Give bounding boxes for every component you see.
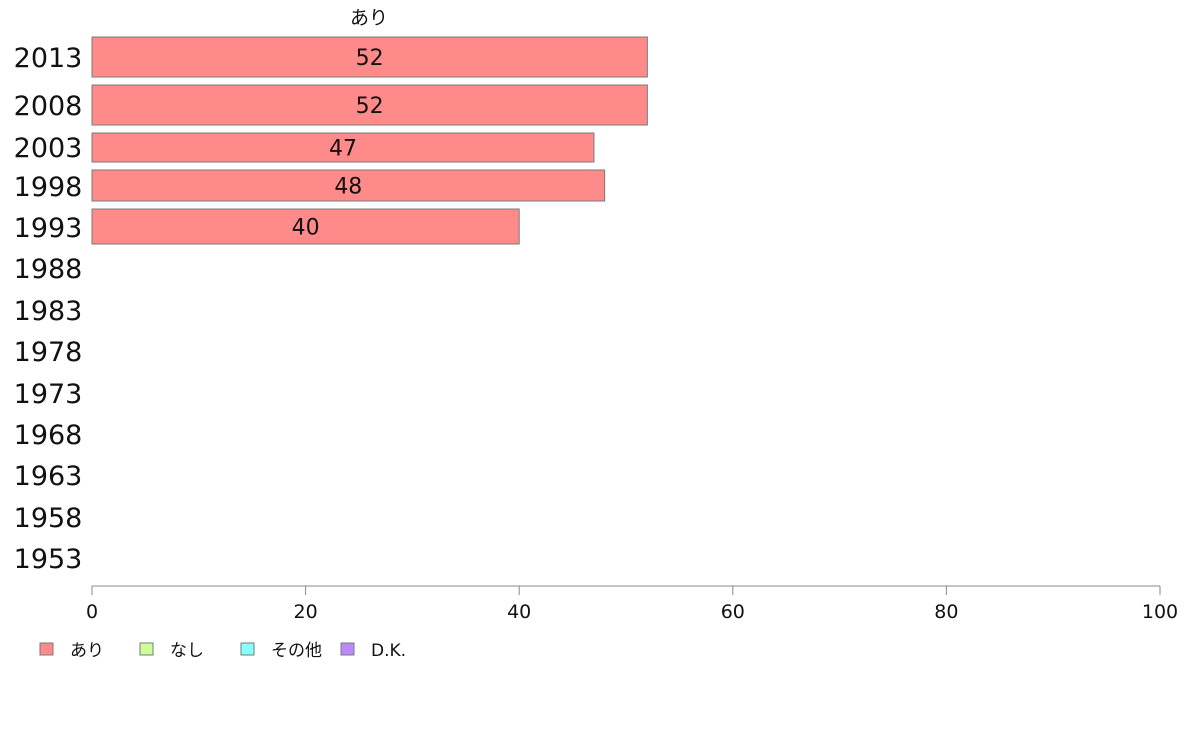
value-label-1993: 40 — [292, 216, 320, 241]
y-tick-label-1973: 1973 — [14, 379, 83, 410]
legend-label-4: D.K. — [371, 641, 406, 661]
value-label-1998: 48 — [334, 175, 362, 200]
y-tick-label-2013: 2013 — [14, 43, 83, 74]
y-tick-label-2008: 2008 — [14, 91, 83, 122]
x-axis: 0 20 40 60 80 100 — [86, 585, 1178, 623]
y-tick-label-1993: 1993 — [14, 213, 83, 244]
bar-1993 — [91, 208, 520, 245]
legend: あり なし その他 D.K. — [39, 641, 406, 661]
bar-2003 — [91, 132, 595, 163]
y-tick-label-1978: 1978 — [14, 337, 83, 368]
y-tick-label-1958: 1958 — [14, 503, 83, 534]
x-tick-label-20: 20 — [294, 601, 318, 623]
x-tick-label-100: 100 — [1142, 601, 1178, 623]
y-tick-label-1963: 1963 — [14, 461, 83, 492]
x-tick-label-80: 80 — [934, 601, 958, 623]
legend-swatch-4 — [340, 642, 355, 656]
y-tick-label-2003: 2003 — [14, 133, 83, 164]
legend-swatch-2 — [139, 642, 154, 656]
y-tick-label-1998: 1998 — [14, 172, 83, 203]
bar-2013 — [91, 36, 648, 78]
x-tick-label-0: 0 — [86, 601, 98, 623]
y-tick-label-1953: 1953 — [14, 544, 83, 575]
legend-label-2: なし — [170, 641, 204, 661]
x-tick-label-60: 60 — [721, 601, 745, 623]
bar-1998 — [91, 169, 606, 202]
y-tick-label-1988: 1988 — [14, 254, 83, 285]
legend-label-1: あり — [70, 641, 104, 661]
value-label-2013: 52 — [356, 46, 384, 71]
y-tick-label-1983: 1983 — [14, 296, 83, 327]
value-label-2003: 47 — [329, 137, 357, 162]
legend-label-3: その他 — [271, 641, 322, 661]
value-label-2008: 52 — [356, 94, 384, 119]
x-tick-label-40: 40 — [507, 601, 531, 623]
legend-swatch-1 — [39, 642, 54, 656]
y-tick-label-1968: 1968 — [14, 420, 83, 451]
series-label-top: あり — [350, 7, 388, 29]
y-axis-labels: 2013 2008 2003 1998 1993 1988 1983 1978 1973 1968… — [14, 43, 83, 575]
bar-2008 — [91, 84, 648, 126]
legend-swatch-3 — [240, 642, 255, 656]
bars: 52 52 47 48 40 — [91, 36, 648, 245]
